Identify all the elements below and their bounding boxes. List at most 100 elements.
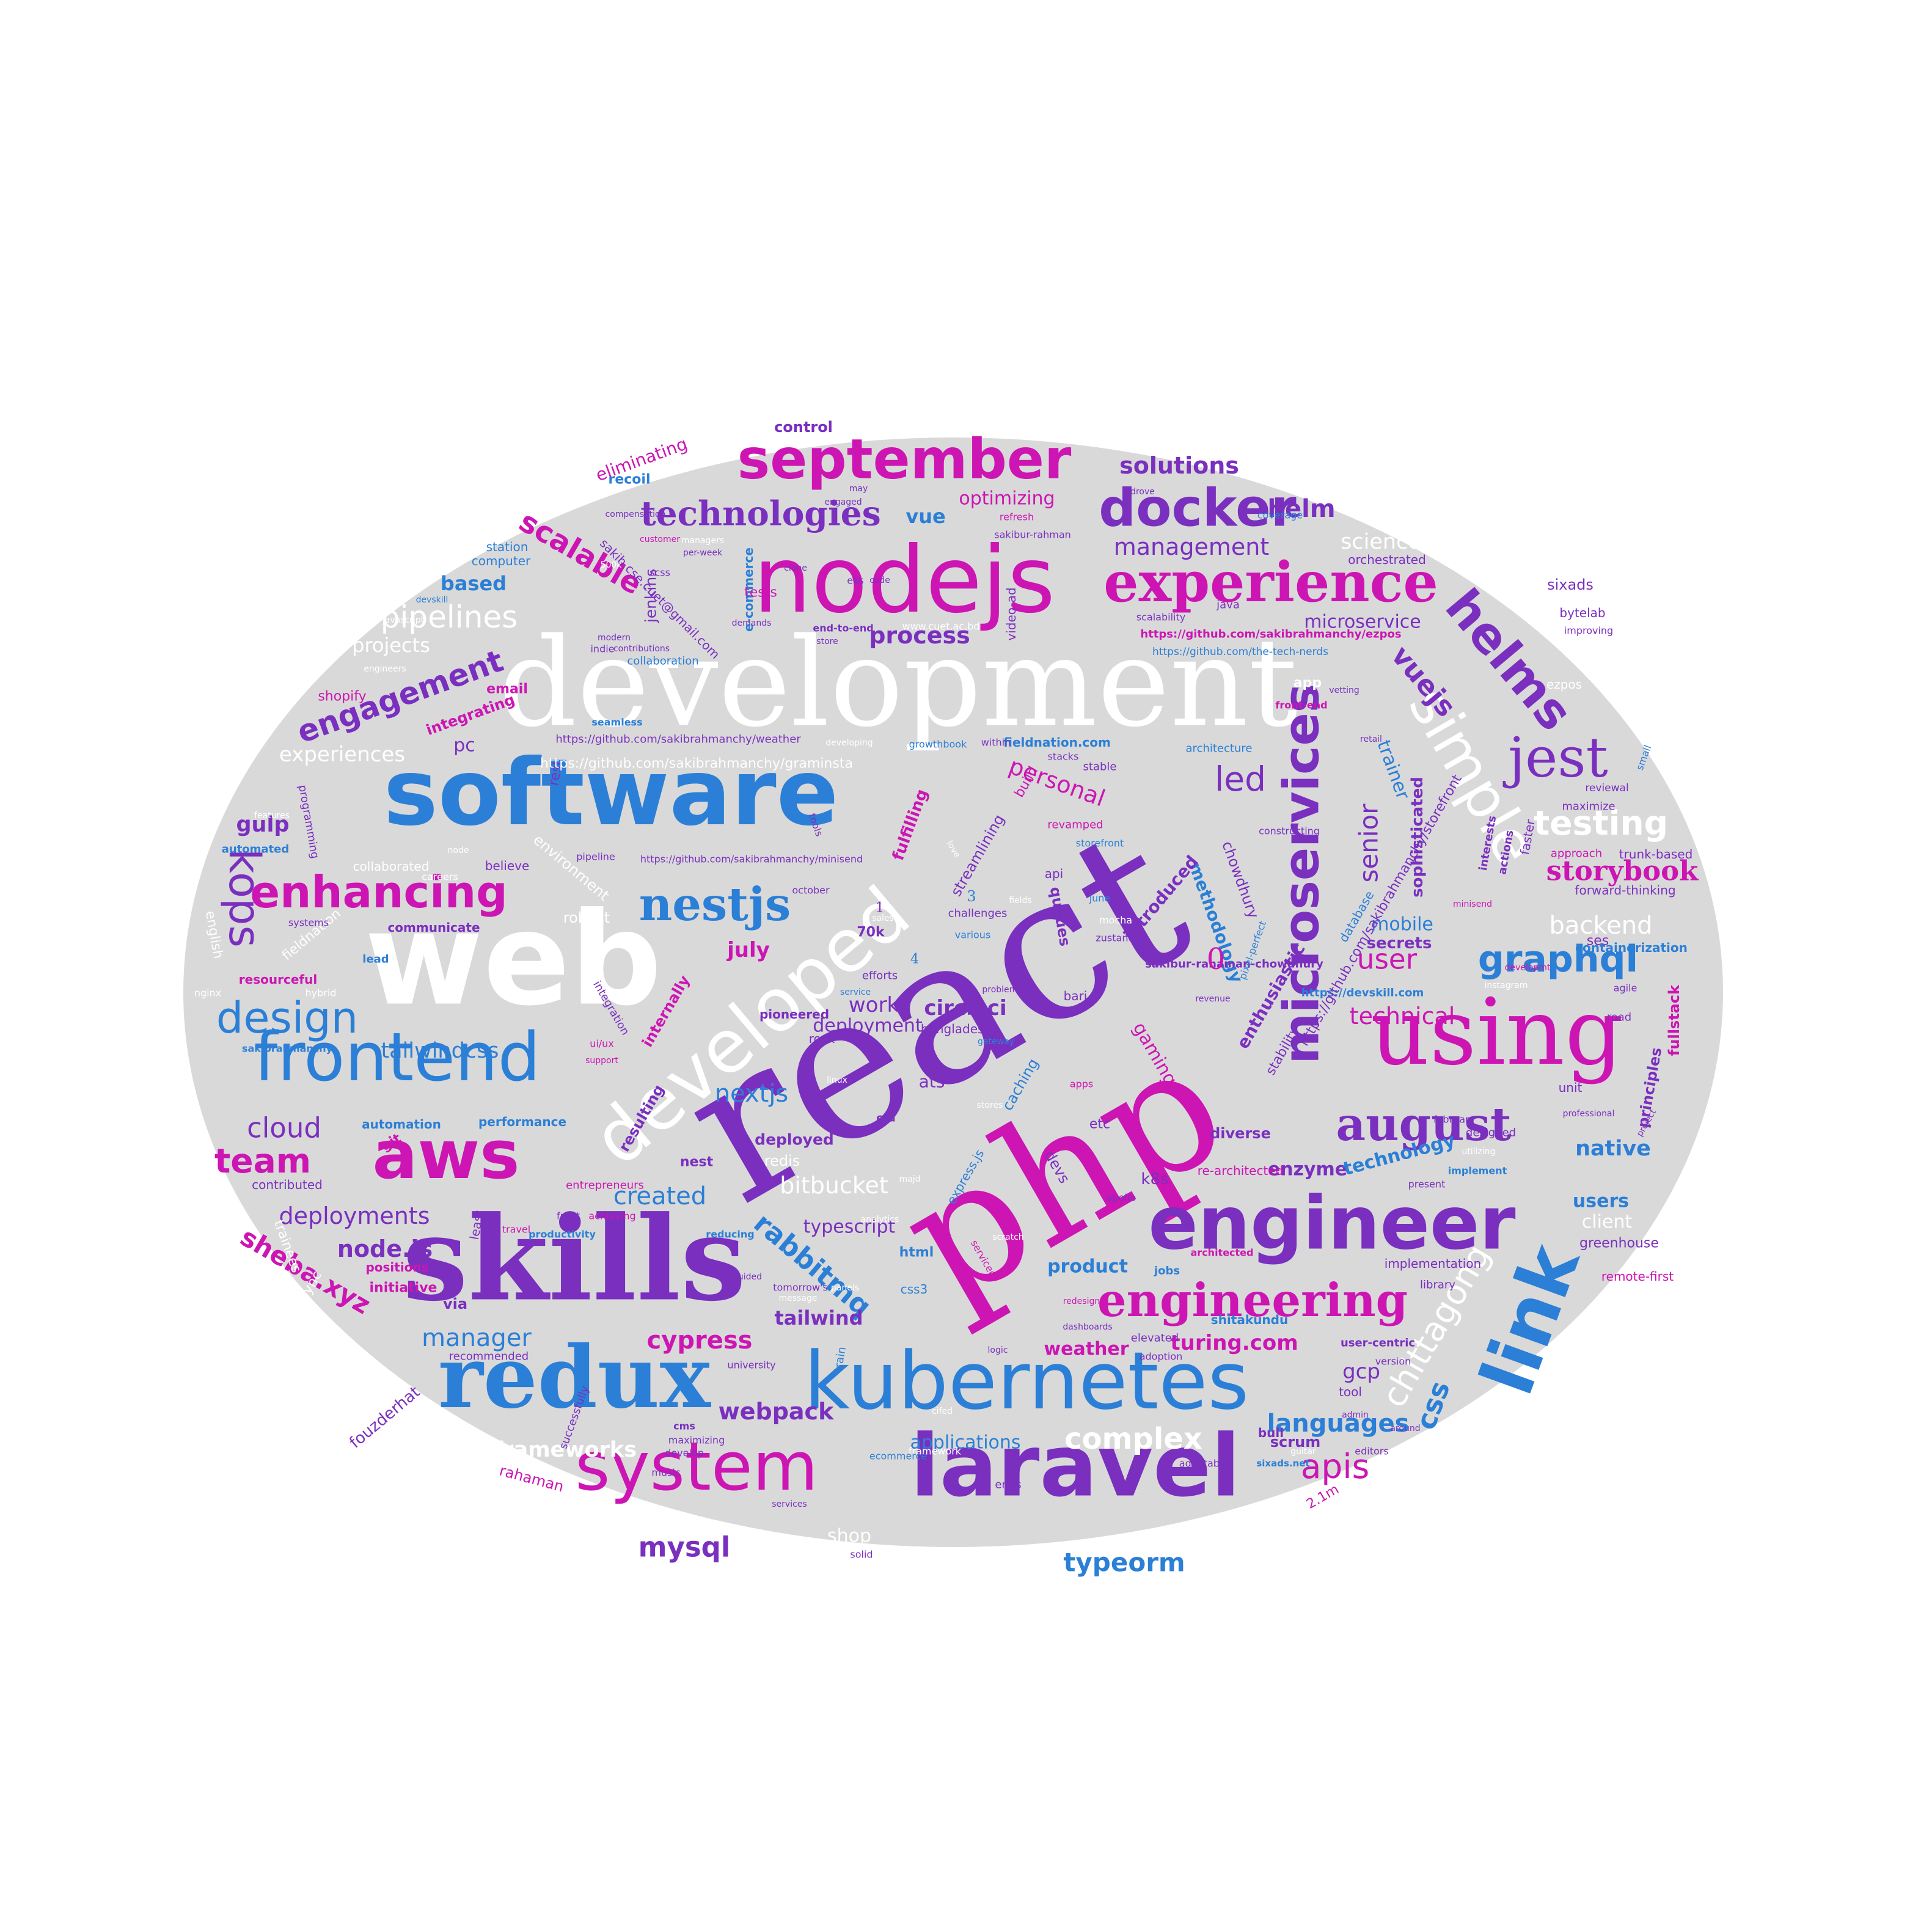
word-support: support [585,1056,618,1066]
word-user-centric: user-centric [1341,1337,1415,1350]
word-hybrid: hybrid [306,987,337,999]
word-video-ad: video-ad [1004,587,1019,640]
word-gateway: gateway [978,1037,1014,1047]
word-jenkins: jenkins [642,569,660,623]
word-dashboards: dashboards [1063,1322,1112,1332]
word-message: message [779,1293,818,1303]
word-library: library [1420,1279,1455,1292]
word-laravel: laravel [910,1417,1240,1517]
word-within: within [981,737,1011,748]
word-features: features [254,811,290,821]
word-sakibrahmanchy: sakibrahmanchy [242,1043,333,1055]
word-java: java [1216,599,1240,612]
word-indie: indie [590,643,614,655]
word-redis: redis [764,1152,800,1169]
word-code: code [869,576,890,585]
word-instagram: instagram [1485,981,1528,990]
word-css3: css3 [901,1282,928,1297]
word-architected: architected [1191,1247,1254,1259]
word-road: road [1607,1011,1631,1024]
word-skills: skills [403,1191,746,1327]
word-kops: kops [219,849,269,948]
word-modern: modern [598,633,631,643]
word-around: around [1390,1424,1420,1433]
word-computer: computer [472,554,531,568]
word-greenhouse: greenhouse [1579,1236,1659,1251]
word-remote-first: remote-first [1601,1269,1674,1284]
word-stable: stable [1083,761,1117,774]
word-collaborated: collaborated [353,859,430,874]
word-august: august [1336,1097,1512,1151]
word-re-architected: re-architected [1198,1163,1284,1178]
word-diverse: diverse [1210,1125,1271,1142]
word-get-work-done: get-work-done [1025,420,1114,434]
word-containerization: containerization [1575,940,1688,955]
word-typeorm: typeorm [1063,1548,1185,1578]
word-end-to-end: end-to-end [813,623,873,634]
word-efforts: efforts [862,970,898,982]
word-ends: ends [995,1479,1021,1491]
word-webpack: webpack [719,1398,834,1425]
word-apollo: apollo [1107,1192,1136,1204]
word-redux: redux [438,1328,712,1428]
word-fouzderhat: fouzderhat [346,1383,424,1452]
word-solid: solid [850,1549,873,1561]
word-scratch: scratch [992,1232,1023,1242]
word-service: service [840,987,871,997]
word-adaptable: adaptable [1179,1458,1228,1469]
word-constructing: constructing [1259,825,1320,837]
word-1: 1 [876,901,884,916]
word-70k: 70k [857,925,885,940]
word-contributions: contributions [613,644,670,654]
word-analytics: analytics [861,1215,899,1224]
word-https-github-com-sakibrahmanchy-weather: https://github.com/sakibrahmanchy/weathe… [555,733,801,746]
word-nextjs: nextjs [715,1080,789,1108]
word-devskill: devskill [416,595,448,605]
word-minisend: minisend [1453,899,1492,909]
word-believe: believe [485,858,530,873]
word-version: version [1375,1356,1411,1367]
word-bytelab: bytelab [1559,606,1605,620]
word-recommended: recommended [449,1350,529,1363]
word-linux: linux [827,1075,847,1085]
word-microservices: microservices [1273,684,1330,1064]
word-cloud: cloud [247,1112,321,1144]
word-retail: retail [1360,734,1382,744]
word-tool: tool [1339,1385,1362,1399]
word-senior: senior [1354,803,1384,883]
word-mocha: mocha [1099,915,1132,926]
word-created: created [613,1182,706,1210]
word-services: services [772,1499,807,1509]
word-engaged: engaged [824,497,862,507]
word-nginx: nginx [194,987,221,999]
word-developmt: developmt [1505,963,1551,973]
word-initiative: initiative [370,1281,437,1296]
word-performance: performance [478,1114,566,1129]
word-group: developmentreactphpwebsoftwareskillsnode… [194,414,1699,1597]
word-coverage: coverage [1257,510,1303,521]
word-tests: tests [744,585,777,601]
word-fieldnation-com: fieldnation.com [1003,735,1111,750]
word-storybook: storybook [1546,855,1699,887]
word-science: science [1341,530,1421,554]
word-experiences: experiences [279,742,405,767]
word-scss: scss [649,567,670,579]
word-20k: 20k [1039,1581,1064,1597]
word-deployments: deployments [279,1202,430,1229]
word-html: html [899,1245,934,1261]
word-tailwind: tailwind [774,1306,863,1330]
word-travel: travel [502,1224,530,1235]
word-2-1m: 2.1m [1304,1482,1341,1512]
word-graphql: graphql [1478,938,1638,981]
word-seamless: seamless [591,717,642,728]
word-managers: managers [681,536,724,546]
word-mysql: mysql [639,1531,731,1564]
word-communicate: communicate [387,920,480,935]
word-lead: lead [362,953,389,966]
word-gulp: gulp [236,813,289,837]
word-develop: develop [665,1447,704,1459]
word-k8s: k8s [1141,1170,1168,1188]
word-https-github-com-sakibrahmanchy-minisend: https://github.com/sakibrahmanchy/minise… [640,854,863,865]
word-recoil: recoil [608,472,650,488]
word-user: user [1357,943,1418,976]
